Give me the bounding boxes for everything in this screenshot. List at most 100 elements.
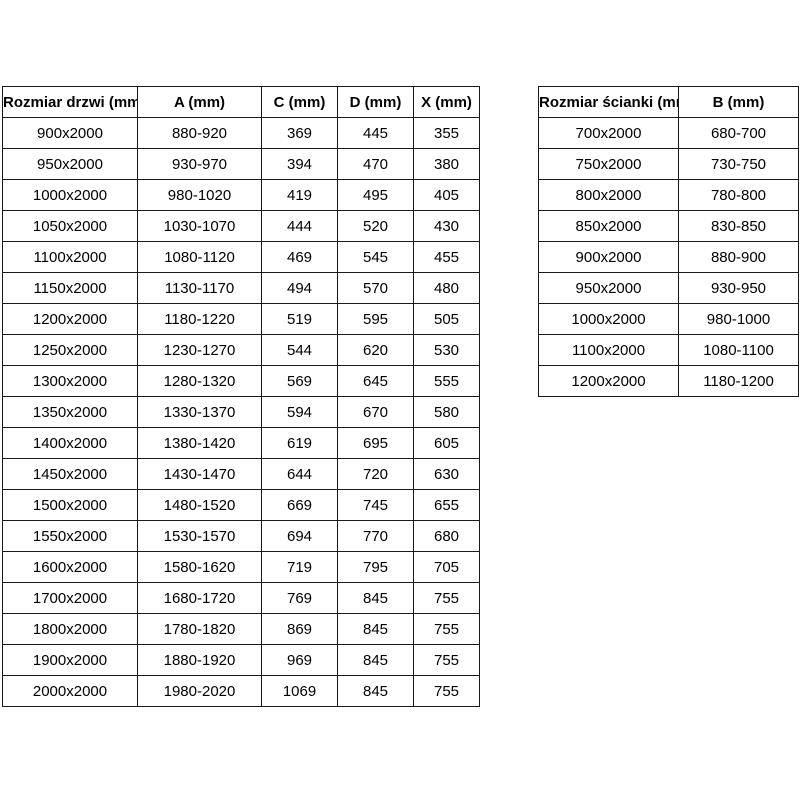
table-row: 1550x2000 1530-1570 694 770 680 [2,520,480,552]
table-cell: 900x2000 [2,117,138,149]
table-row: 2000x2000 1980-2020 1069 845 755 [2,675,480,707]
table-cell: 830-850 [678,210,799,242]
table-cell: 719 [261,551,338,583]
table-cell: 869 [261,613,338,645]
table-cell: 544 [261,334,338,366]
table-row: 850x2000 830-850 [538,210,799,242]
table-cell: 1130-1170 [137,272,262,304]
table-cell: 569 [261,365,338,397]
table-cell: 1100x2000 [2,241,138,273]
table-cell: 1480-1520 [137,489,262,521]
table-cell: 520 [337,210,414,242]
table-cell: 619 [261,427,338,459]
table-cell: 795 [337,551,414,583]
table-cell: 980-1000 [678,303,799,335]
table-cell: 930-950 [678,272,799,304]
table-cell: 380 [413,148,480,180]
table-cell: 1880-1920 [137,644,262,676]
table-cell: 1100x2000 [538,334,679,366]
table-cell: 1250x2000 [2,334,138,366]
table-cell: 605 [413,427,480,459]
table-row: 700x2000 680-700 [538,117,799,149]
table-cell: 845 [337,582,414,614]
table-cell: 455 [413,241,480,273]
table-cell: 1450x2000 [2,458,138,490]
table-cell: 750x2000 [538,148,679,180]
table-cell: 595 [337,303,414,335]
table-cell: 394 [261,148,338,180]
table-cell: 1530-1570 [137,520,262,552]
table-cell: 755 [413,675,480,707]
table-cell: 645 [337,365,414,397]
table-row: 1700x2000 1680-1720 769 845 755 [2,582,480,614]
table-cell: 680-700 [678,117,799,149]
table-cell: 655 [413,489,480,521]
table-row: 1100x2000 1080-1120 469 545 455 [2,241,480,273]
table-row: 950x2000 930-970 394 470 380 [2,148,480,180]
table-cell: 720 [337,458,414,490]
table-row: 1050x2000 1030-1070 444 520 430 [2,210,480,242]
column-header: C (mm) [261,86,338,118]
table-cell: 494 [261,272,338,304]
column-header: Rozmiar ścianki (mm) [538,86,679,118]
table-cell: 1230-1270 [137,334,262,366]
table-cell: 1500x2000 [2,489,138,521]
table-cell: 950x2000 [538,272,679,304]
table-cell: 1200x2000 [538,365,679,397]
table-cell: 495 [337,179,414,211]
table-cell: 694 [261,520,338,552]
table-cell: 1400x2000 [2,427,138,459]
table-cell: 800x2000 [538,179,679,211]
table-cell: 2000x2000 [2,675,138,707]
table-cell: 1050x2000 [2,210,138,242]
table-cell: 1280-1320 [137,365,262,397]
table-row: 1250x2000 1230-1270 544 620 530 [2,334,480,366]
table-cell: 519 [261,303,338,335]
table-cell: 1180-1220 [137,303,262,335]
wall-sizes-table: Rozmiar ścianki (mm)B (mm) 700x2000680-7… [538,86,799,397]
table-row: 950x2000 930-950 [538,272,799,304]
table-cell: 1080-1100 [678,334,799,366]
table-cell: 755 [413,613,480,645]
table-cell: 644 [261,458,338,490]
table-cell: 900x2000 [538,241,679,273]
table-cell: 430 [413,210,480,242]
column-header: D (mm) [337,86,414,118]
table-cell: 1430-1470 [137,458,262,490]
table-cell: 1180-1200 [678,365,799,397]
table-row: 750x2000 730-750 [538,148,799,180]
table-cell: 950x2000 [2,148,138,180]
table-cell: 469 [261,241,338,273]
table-cell: 880-920 [137,117,262,149]
table-row: 1150x2000 1130-1170 494 570 480 [2,272,480,304]
table-cell: 755 [413,582,480,614]
table-cell: 730-750 [678,148,799,180]
table-cell: 700x2000 [538,117,679,149]
table-cell: 680 [413,520,480,552]
table-cell: 745 [337,489,414,521]
table-cell: 1200x2000 [2,303,138,335]
table-cell: 1000x2000 [538,303,679,335]
table-cell: 1900x2000 [2,644,138,676]
table-cell: 880-900 [678,241,799,273]
table-cell: 1700x2000 [2,582,138,614]
table-cell: 1380-1420 [137,427,262,459]
table-row: 1400x2000 1380-1420 619 695 605 [2,427,480,459]
header-row: Rozmiar drzwi (mm) A (mm) C (mm) D (mm) X (m… [2,86,480,118]
table-cell: 1580-1620 [137,551,262,583]
table-cell: 1300x2000 [2,365,138,397]
table-cell: 845 [337,675,414,707]
table-cell: 355 [413,117,480,149]
table-cell: 1030-1070 [137,210,262,242]
table-cell: 980-1020 [137,179,262,211]
table-row: 1900x2000 1880-1920 969 845 755 [2,644,480,676]
table-cell: 530 [413,334,480,366]
table-cell: 480 [413,272,480,304]
table-cell: 594 [261,396,338,428]
table-cell: 780-800 [678,179,799,211]
table-cell: 505 [413,303,480,335]
table-cell: 580 [413,396,480,428]
table-row: 1200x2000 1180-1200 [538,365,799,397]
table-cell: 1680-1720 [137,582,262,614]
